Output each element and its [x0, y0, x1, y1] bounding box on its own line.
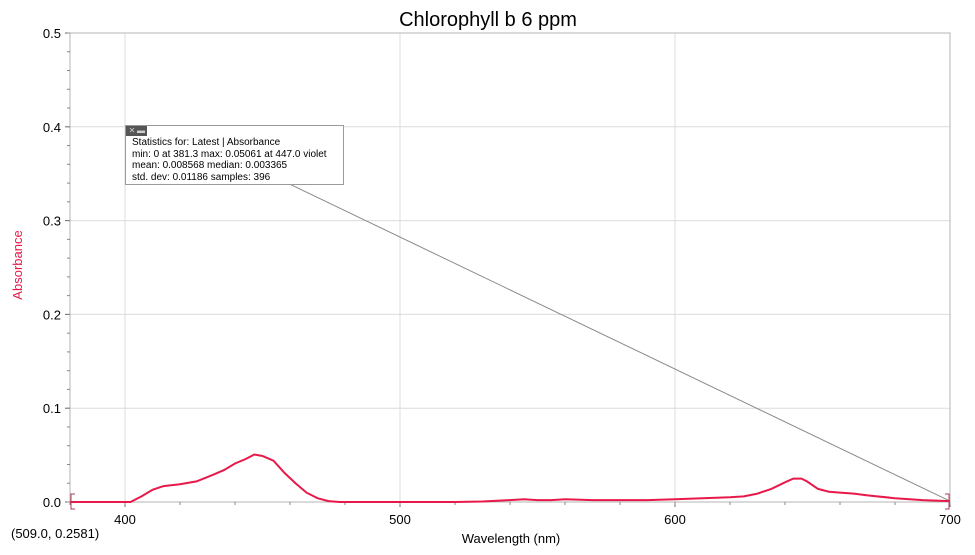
stats-line-1: Statistics for: Latest | Absorbance [132, 137, 281, 148]
statistics-box-header[interactable]: ✕ ▬ [126, 126, 147, 136]
x-axis: 400 500 600 700 [69, 502, 961, 527]
x-tick-label: 700 [939, 512, 961, 527]
y-tick-label: 0.1 [43, 401, 61, 416]
x-axis-right-bracket [945, 493, 950, 510]
stats-line-3: mean: 0.008568 median: 0.003365 [132, 160, 288, 171]
y-axis-label: Absorbance [10, 230, 25, 299]
y-tick-label: 0.0 [43, 495, 61, 510]
x-axis-left-bracket [70, 493, 75, 510]
cursor-coordinates: (509.0, 0.2581) [11, 526, 100, 541]
annotation-line [267, 173, 951, 502]
x-tick-label: 500 [389, 512, 411, 527]
y-tick-label: 0.5 [43, 26, 61, 41]
y-tick-label: 0.3 [43, 214, 61, 229]
stats-line-4: std. dev: 0.01186 samples: 396 [132, 171, 271, 183]
y-tick-label: 0.4 [43, 120, 61, 135]
x-axis-label: Wavelength (nm) [462, 531, 561, 546]
x-tick-label: 400 [114, 512, 136, 527]
stats-line-2: min: 0 at 381.3 max: 0.05061 at 447.0 vi… [132, 148, 327, 160]
x-tick-label: 600 [664, 512, 686, 527]
y-tick-label: 0.2 [43, 307, 61, 322]
collapse-icon[interactable]: ▬ [137, 126, 145, 135]
plot-frame [69, 32, 951, 503]
chart-title: Chlorophyll b 6 ppm [399, 9, 577, 31]
close-icon[interactable]: ✕ [128, 126, 136, 135]
statistics-box[interactable]: ✕ ▬ Statistics for: Latest | Absorbance … [125, 125, 344, 185]
series-line [70, 453, 951, 503]
grid [70, 32, 951, 503]
y-axis: 0.0 0.1 0.2 0.3 0.4 0.5 [43, 26, 70, 510]
